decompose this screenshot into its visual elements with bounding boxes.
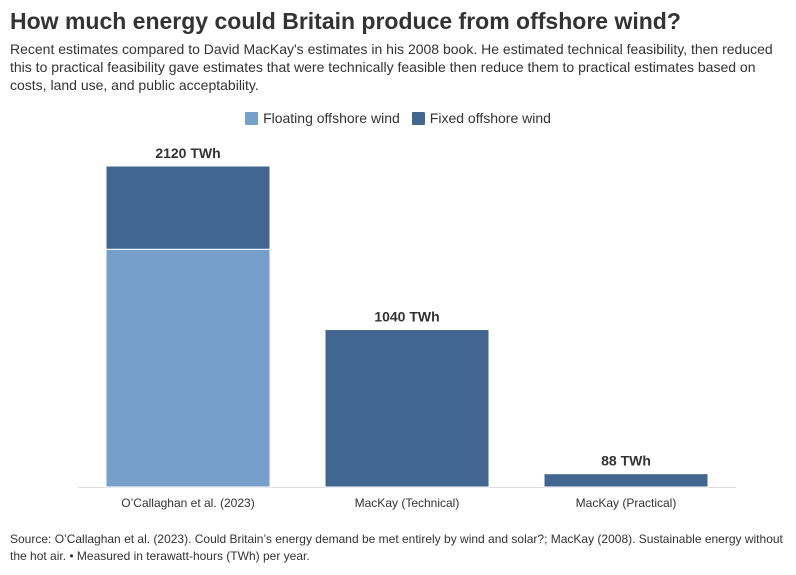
bar-chart: 2120 TWh O’Callaghan et al. (2023) 1040 TW… xyxy=(78,145,736,510)
legend-item-floating[interactable]: Floating offshore wind xyxy=(245,110,400,126)
legend-swatch-floating xyxy=(245,111,259,125)
chart-subtitle: Recent estimates compared to David MacKa… xyxy=(10,41,773,93)
bar-segment-fixed-2[interactable] xyxy=(324,329,490,488)
bar-segment-fixed-1[interactable] xyxy=(105,165,271,250)
legend-label-floating: Floating offshore wind xyxy=(263,110,400,126)
source-note: Source: O’Callaghan et al. (2023). Could… xyxy=(10,532,783,563)
bar-segment-floating-1[interactable] xyxy=(105,248,271,488)
x-tick-label-2: MacKay (Technical) xyxy=(355,496,460,510)
bar-segment-fixed-3[interactable] xyxy=(543,473,709,488)
legend: Floating offshore wind Fixed offshore wi… xyxy=(0,110,796,126)
legend-swatch-fixed xyxy=(411,111,425,125)
total-label-3: 88 TWh xyxy=(601,453,651,469)
total-label-2: 1040 TWh xyxy=(374,309,439,325)
total-label-1: 2120 TWh xyxy=(155,145,220,161)
chart-title: How much energy could Britain produce fr… xyxy=(10,8,681,34)
x-tick-label-1: O’Callaghan et al. (2023) xyxy=(121,496,254,510)
x-tick-label-3: MacKay (Practical) xyxy=(576,496,677,510)
legend-item-fixed[interactable]: Fixed offshore wind xyxy=(411,110,551,126)
legend-label-fixed: Fixed offshore wind xyxy=(429,110,551,126)
